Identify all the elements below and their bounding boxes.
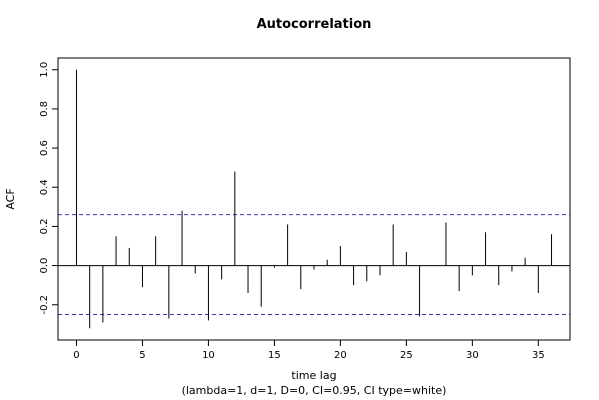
x-tick-label: 0: [73, 350, 79, 361]
y-tick-label: -0.2: [39, 295, 50, 315]
x-tick-label: 5: [139, 350, 145, 361]
x-axis-label: time lag: [291, 369, 336, 382]
x-tick-label: 20: [334, 350, 347, 361]
y-tick-label: 0.0: [39, 258, 50, 274]
y-tick-label: 0.2: [39, 218, 50, 234]
y-tick-label: 1.0: [39, 62, 50, 78]
chart-subtitle: (lambda=1, d=1, D=0, CI=0.95, CI type=wh…: [182, 384, 447, 397]
y-tick-label: 0.4: [39, 179, 50, 195]
x-axis: 0 5 10 15 20 25 30 35: [73, 340, 545, 361]
y-axis-label: ACF: [4, 188, 17, 209]
y-tick-label: 0.8: [39, 101, 50, 117]
y-axis: -0.2 0.0 0.2 0.4 0.6 0.8 1.0: [39, 62, 58, 315]
x-tick-label: 30: [466, 350, 479, 361]
x-tick-label: 10: [202, 350, 215, 361]
x-tick-label: 35: [532, 350, 545, 361]
confidence-band: [58, 214, 570, 316]
acf-spikes: [75, 69, 553, 329]
y-tick-label: 0.6: [39, 140, 50, 156]
x-tick-label: 25: [400, 350, 413, 361]
plot-frame: [57, 57, 571, 341]
x-tick-label: 15: [268, 350, 281, 361]
chart-title: Autocorrelation: [257, 17, 372, 32]
